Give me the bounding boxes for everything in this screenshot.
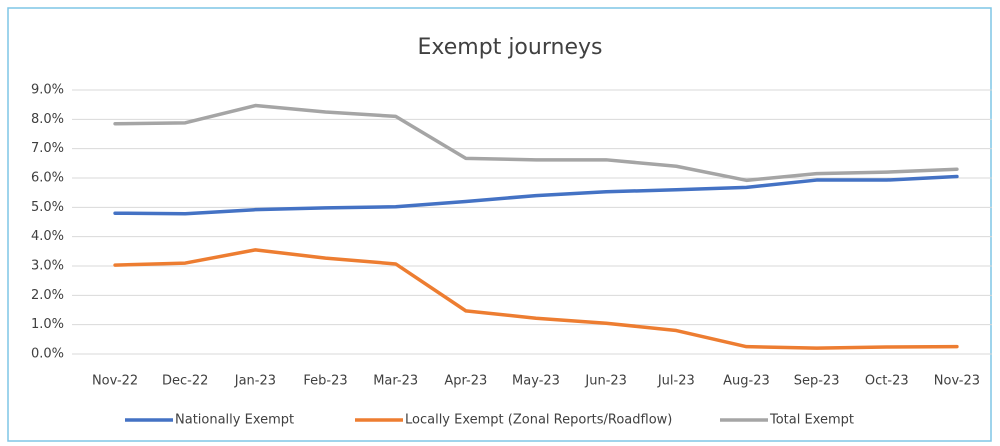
y-tick-label: 0.0%: [31, 347, 64, 362]
y-tick-label: 2.0%: [31, 288, 64, 303]
x-tick-label: Apr-23: [444, 374, 487, 389]
legend-label: Locally Exempt (Zonal Reports/Roadflow): [405, 413, 672, 428]
y-tick-label: 9.0%: [31, 83, 64, 98]
x-tick-label: Dec-22: [162, 374, 208, 389]
x-tick-label: Jan-23: [234, 374, 276, 389]
y-tick-label: 6.0%: [31, 171, 64, 186]
series-line: [113, 248, 959, 350]
legend-label: Total Exempt: [769, 413, 854, 428]
y-tick-label: 4.0%: [31, 229, 64, 244]
y-tick-label: 7.0%: [31, 141, 64, 156]
y-tick-label: 3.0%: [31, 259, 64, 274]
x-tick-label: Sep-23: [794, 374, 840, 389]
x-tick-label: Oct-23: [865, 374, 909, 389]
y-tick-label: 1.0%: [31, 317, 64, 332]
legend-label: Nationally Exempt: [175, 413, 294, 428]
x-tick-label: Nov-22: [92, 374, 138, 389]
chart-title: Exempt journeys: [418, 35, 603, 60]
series-line: [113, 174, 959, 216]
x-tick-label: Feb-23: [303, 374, 347, 389]
x-tick-label: Aug-23: [723, 374, 770, 389]
series-line: [113, 103, 959, 183]
x-tick-label: Jun-23: [584, 374, 627, 389]
x-tick-label: Nov-23: [934, 374, 980, 389]
y-tick-label: 8.0%: [31, 112, 64, 127]
x-tick-label: Mar-23: [373, 374, 418, 389]
x-tick-label: Jul-23: [657, 374, 695, 389]
chart-border: [7, 7, 992, 442]
x-tick-label: May-23: [512, 374, 560, 389]
y-tick-label: 5.0%: [31, 200, 64, 215]
